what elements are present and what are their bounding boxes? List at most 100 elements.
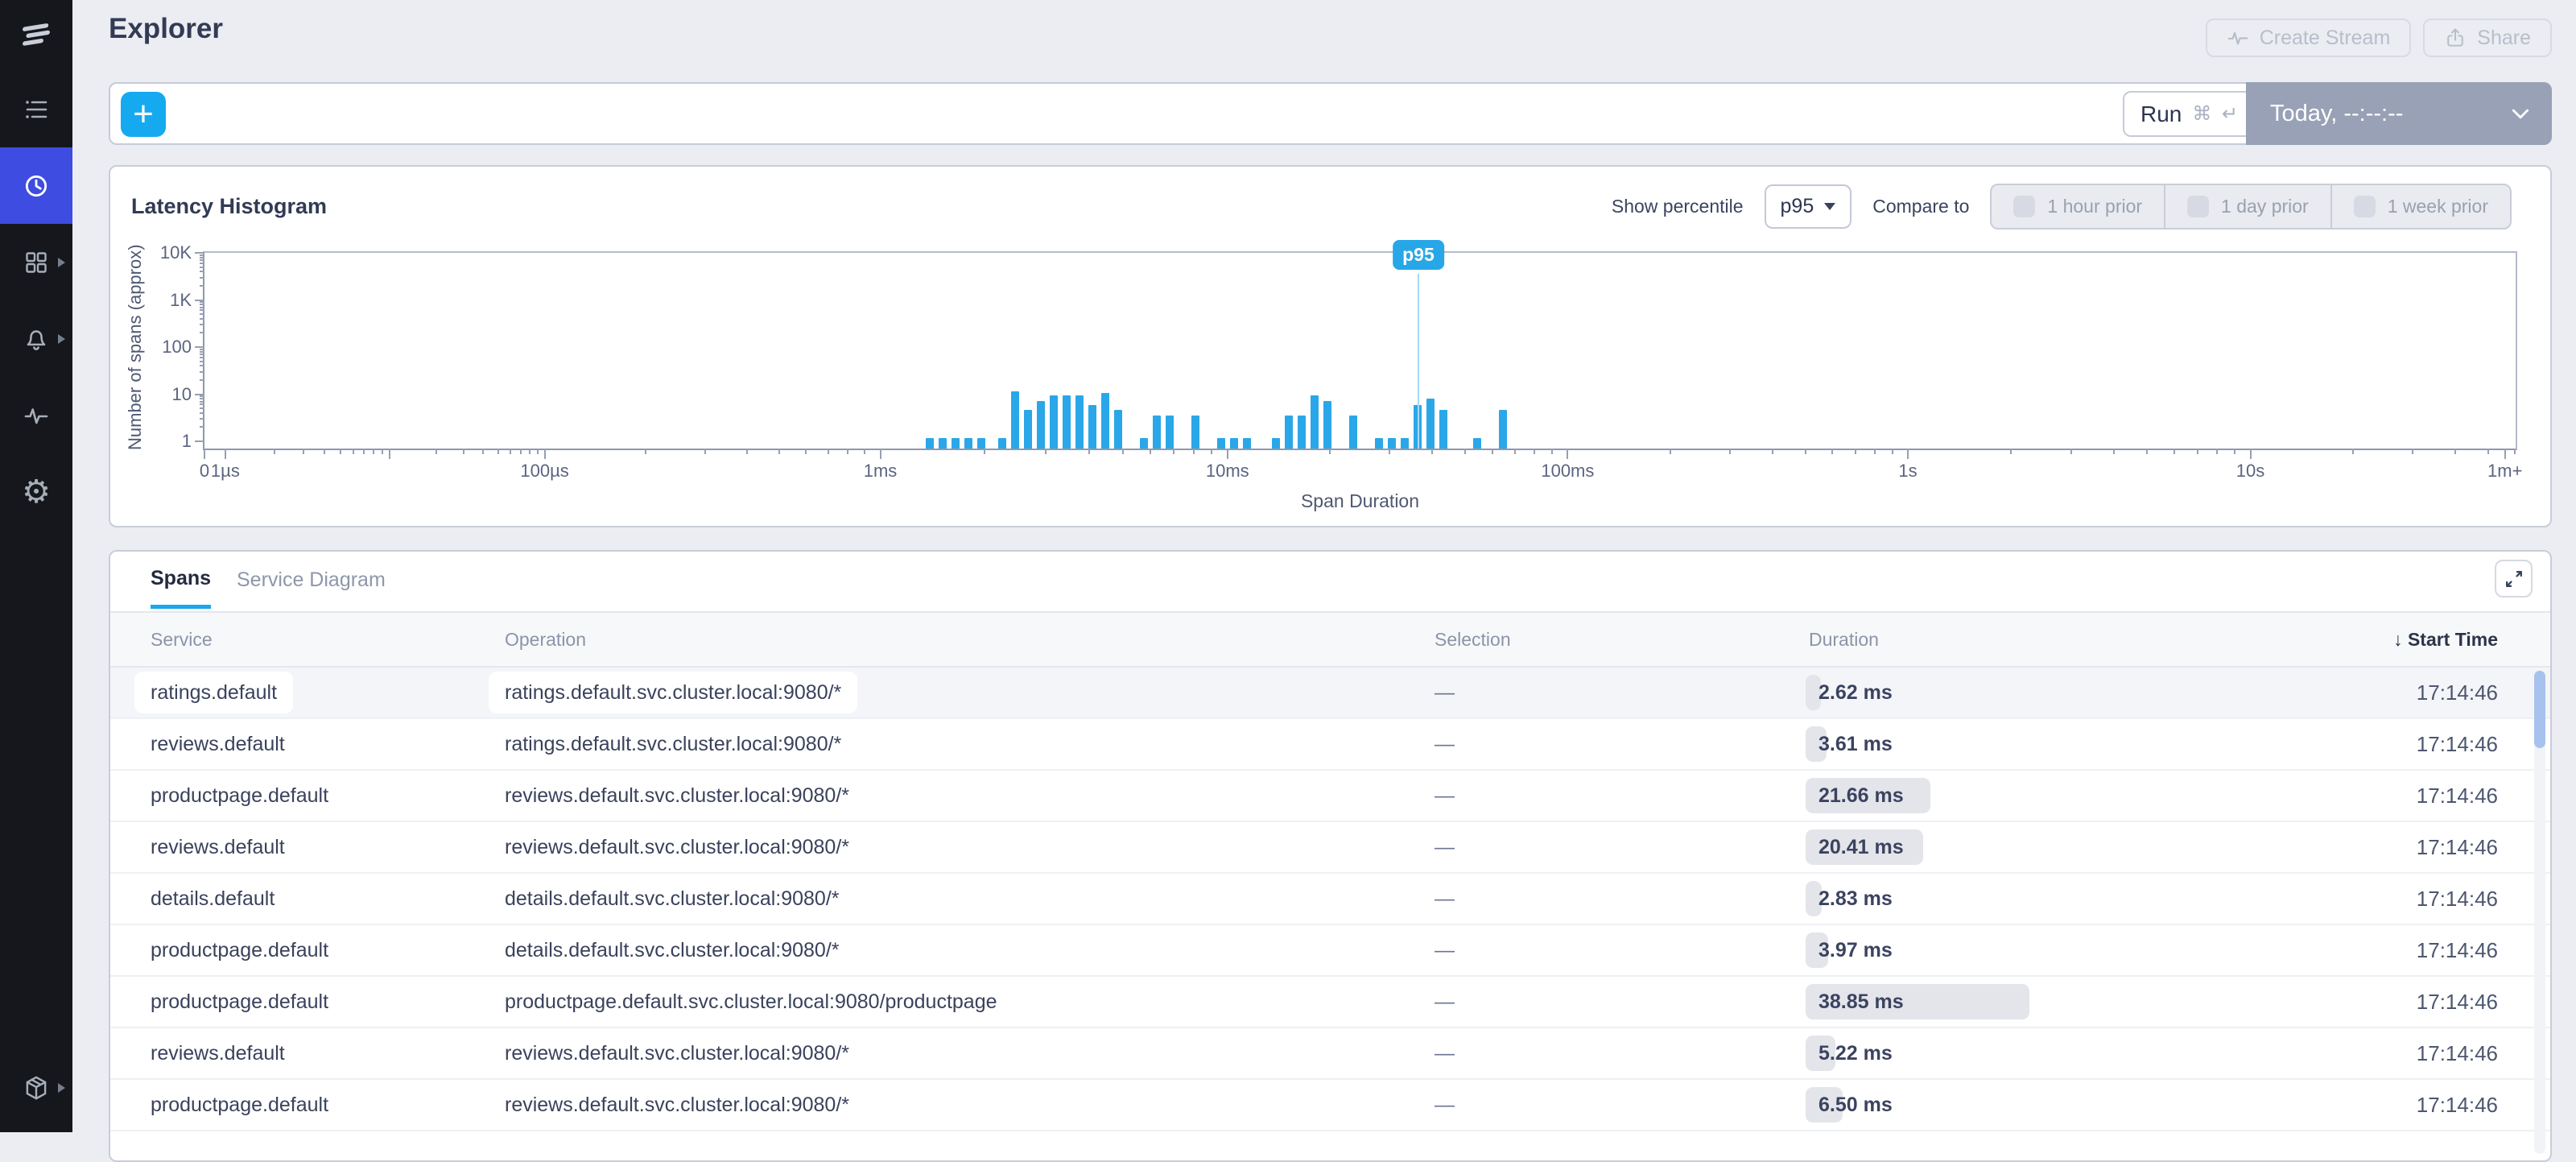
chevron-right-icon <box>58 258 65 267</box>
table-row[interactable]: productpage.defaultreviews.default.svc.c… <box>110 1080 2550 1131</box>
sidebar-item-apps[interactable] <box>0 224 72 300</box>
x-axis-tick-label: 1ms <box>864 461 898 482</box>
column-header-start-time[interactable]: ↓ Start Time <box>2388 629 2498 651</box>
histogram-bar <box>1388 438 1396 449</box>
table-row[interactable]: ratings.defaultratings.default.svc.clust… <box>110 668 2550 719</box>
main-content: Explorer Create Stream Share + Run ⌘ ↵ T… <box>72 0 2576 1132</box>
compare-option-1-day-prior[interactable]: 1 day prior <box>2164 185 2330 228</box>
run-label: Run <box>2140 101 2182 127</box>
x-axis-tick-label: 1µs <box>211 461 240 482</box>
sidebar-item-packages[interactable] <box>0 1049 72 1126</box>
compare-option-label: 1 hour prior <box>2047 196 2142 217</box>
table-row[interactable]: productpage.defaultdetails.default.svc.c… <box>110 925 2550 977</box>
histogram-plot[interactable]: 1101001K10K01µs100µs1ms10ms100ms1s10s1m+… <box>203 251 2517 450</box>
x-axis-minor-tick <box>2412 449 2413 454</box>
cell-selection: — <box>1435 1094 1809 1117</box>
histogram-bar <box>1298 416 1306 449</box>
x-axis-minor-tick <box>537 449 539 454</box>
sidebar-item-explorer[interactable] <box>0 147 72 224</box>
sidebar-item-streams[interactable] <box>0 377 72 453</box>
x-axis-minor-tick <box>2454 449 2456 454</box>
cell-service: productpage.default <box>151 1094 505 1117</box>
x-axis-tick-label: 10ms <box>1206 461 1249 482</box>
sidebar-item-queries[interactable] <box>0 71 72 147</box>
histogram-bar <box>1323 401 1331 449</box>
cell-selection: — <box>1435 1042 1809 1065</box>
tab-spans[interactable]: Spans <box>151 552 211 609</box>
y-axis-tick <box>195 252 204 254</box>
service-chip: ratings.default <box>134 672 293 713</box>
histogram-bar <box>1499 410 1507 449</box>
histogram-bar <box>1088 405 1096 449</box>
histogram-bar <box>1401 438 1409 449</box>
column-header-service[interactable]: Service <box>151 629 505 651</box>
add-query-button[interactable]: + <box>121 92 166 137</box>
checkbox-icon[interactable] <box>2013 196 2035 217</box>
cell-start-time: 17:14:46 <box>2388 835 2498 860</box>
show-percentile-label: Show percentile <box>1612 196 1744 217</box>
sidebar: ⚙ <box>0 0 72 1132</box>
cell-service: ratings.default <box>151 681 505 705</box>
cell-selection: — <box>1435 733 1809 756</box>
header-actions: Create Stream Share <box>2206 19 2552 57</box>
x-axis-minor-tick <box>1772 449 1773 454</box>
cell-duration: 2.62 ms <box>1809 668 2388 717</box>
table-row[interactable]: reviews.defaultreviews.default.svc.clust… <box>110 1028 2550 1080</box>
cell-operation: ratings.default.svc.cluster.local:9080/* <box>505 733 1435 756</box>
duration-value: 3.97 ms <box>1809 939 1893 962</box>
y-axis-tick-label: 1K <box>170 290 192 311</box>
table-row[interactable]: details.defaultdetails.default.svc.clust… <box>110 874 2550 925</box>
cube-icon <box>22 1073 51 1102</box>
histogram-bar <box>1285 416 1293 449</box>
column-header-operation[interactable]: Operation <box>505 629 1435 651</box>
x-axis-minor-tick <box>2146 449 2148 454</box>
sidebar-item-settings[interactable]: ⚙ <box>0 453 72 530</box>
table-row[interactable]: productpage.defaultproductpage.default.s… <box>110 977 2550 1028</box>
expand-button[interactable] <box>2495 560 2533 598</box>
compare-option-label: 1 day prior <box>2221 196 2309 217</box>
compare-option-1-hour-prior[interactable]: 1 hour prior <box>1992 185 2164 228</box>
table-row[interactable]: productpage.defaultreviews.default.svc.c… <box>110 771 2550 822</box>
table-row[interactable]: reviews.defaultratings.default.svc.clust… <box>110 719 2550 771</box>
histogram-bar <box>1191 416 1199 449</box>
checkbox-icon[interactable] <box>2354 196 2376 217</box>
histogram-bar <box>1230 438 1238 449</box>
checkbox-icon[interactable] <box>2187 196 2209 217</box>
y-axis-minor-tick <box>200 379 204 381</box>
x-axis-minor-tick <box>645 449 646 454</box>
x-axis-minor-tick <box>363 449 365 454</box>
x-axis-minor-tick <box>1670 449 1671 454</box>
grid-icon <box>23 249 50 276</box>
create-stream-label: Create Stream <box>2260 27 2391 50</box>
tab-service-diagram[interactable]: Service Diagram <box>237 552 386 609</box>
time-range-select[interactable]: Today, --:--:-- <box>2246 82 2552 145</box>
query-bar[interactable]: + Run ⌘ ↵ Today, --:--:-- <box>109 82 2552 145</box>
histogram-bar <box>1375 438 1383 449</box>
cell-start-time: 17:14:46 <box>2388 990 2498 1015</box>
y-axis-tick <box>195 346 204 348</box>
table-scrollbar[interactable] <box>2534 669 2545 1154</box>
compare-option-1-week-prior[interactable]: 1 week prior <box>2330 185 2510 228</box>
run-button[interactable]: Run ⌘ ↵ <box>2123 91 2258 137</box>
x-axis-minor-tick <box>1329 449 1331 454</box>
column-header-selection[interactable]: Selection <box>1435 629 1809 651</box>
scrollbar-thumb[interactable] <box>2534 671 2545 748</box>
cell-duration: 3.97 ms <box>1809 925 2388 975</box>
percentile-select[interactable]: p95 <box>1765 184 1852 229</box>
create-stream-button[interactable]: Create Stream <box>2206 19 2412 57</box>
cell-selection: — <box>1435 784 1809 808</box>
cell-duration: 3.61 ms <box>1809 719 2388 769</box>
table-row[interactable]: reviews.defaultreviews.default.svc.clust… <box>110 822 2550 874</box>
column-header-duration[interactable]: Duration <box>1809 629 2388 651</box>
y-axis-tick <box>195 440 204 442</box>
share-button[interactable]: Share <box>2423 19 2552 57</box>
cell-duration: 2.83 ms <box>1809 874 2388 924</box>
x-axis-minor-tick <box>1045 449 1046 454</box>
compare-option-label: 1 week prior <box>2388 196 2488 217</box>
x-axis-minor-tick <box>1729 449 1731 454</box>
histogram-bar <box>998 438 1006 449</box>
sidebar-item-alerts[interactable] <box>0 300 72 377</box>
histogram-bar <box>1050 395 1058 449</box>
y-axis-minor-tick <box>200 349 204 350</box>
x-axis-minor-tick <box>1831 449 1833 454</box>
